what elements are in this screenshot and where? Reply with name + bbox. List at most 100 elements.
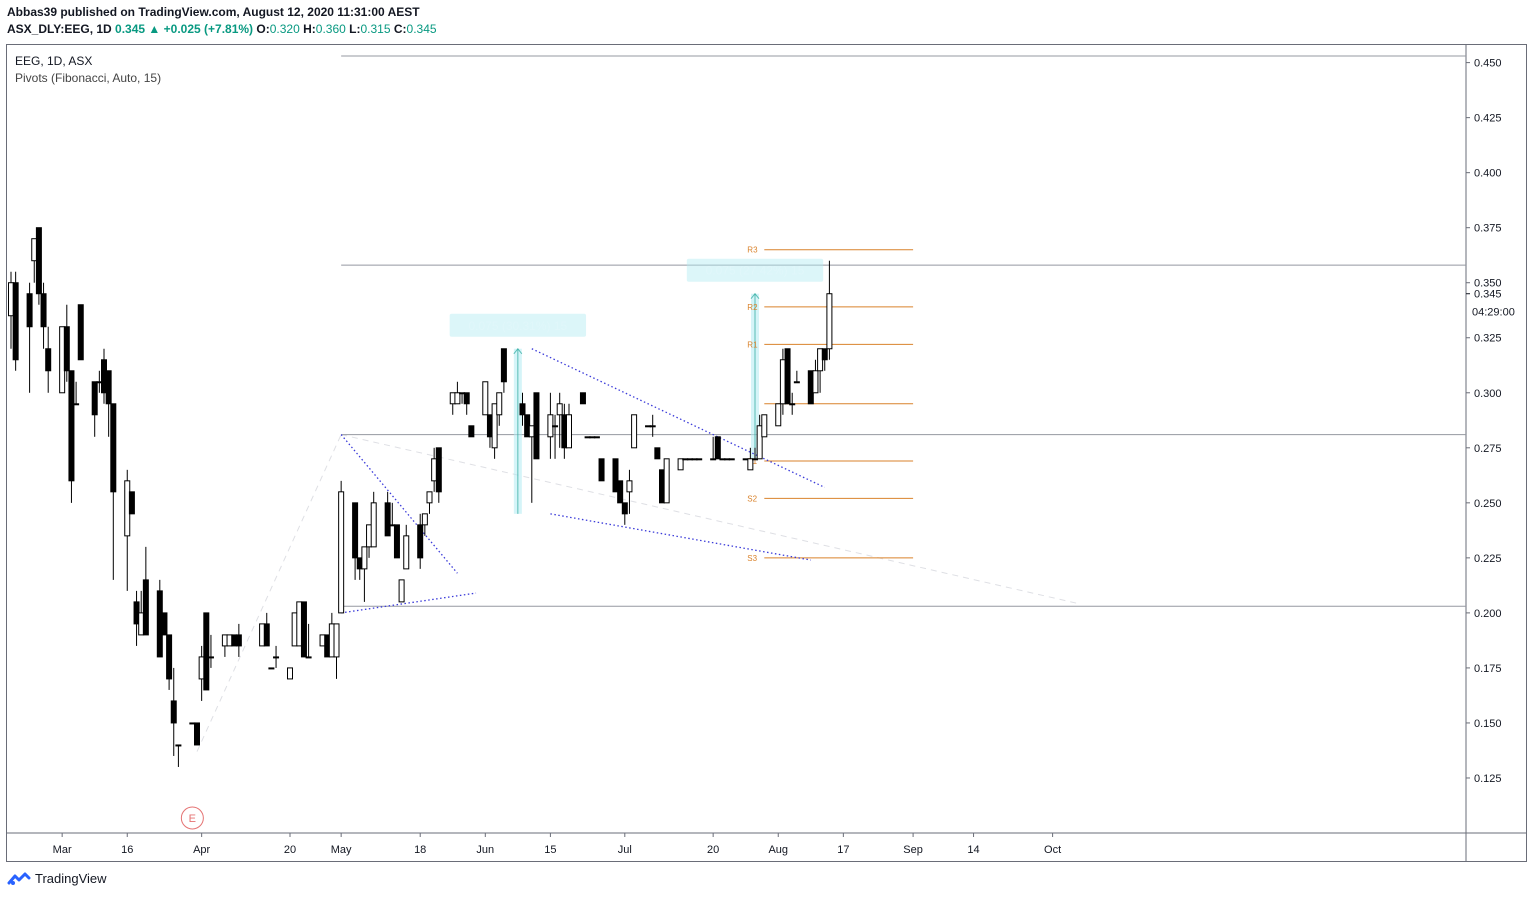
candle-down[interactable] bbox=[128, 491, 135, 515]
faint-trend-line[interactable] bbox=[341, 434, 1081, 605]
candle-down[interactable] bbox=[35, 227, 42, 295]
candle-down[interactable] bbox=[435, 447, 442, 493]
candle-down[interactable] bbox=[654, 447, 661, 460]
candle-down[interactable] bbox=[621, 502, 628, 515]
candle-down[interactable] bbox=[417, 524, 424, 559]
candle-up[interactable] bbox=[403, 535, 410, 570]
candle-up[interactable] bbox=[626, 480, 633, 493]
candle-up[interactable] bbox=[207, 656, 214, 659]
candle-down[interactable] bbox=[519, 403, 526, 416]
candle-up[interactable] bbox=[496, 392, 503, 416]
candle-down[interactable] bbox=[714, 436, 721, 460]
candle-down[interactable] bbox=[142, 579, 149, 636]
candle-up[interactable] bbox=[370, 502, 377, 548]
candle-up[interactable] bbox=[696, 458, 703, 461]
candle-up[interactable] bbox=[593, 436, 600, 439]
candle-down[interactable] bbox=[235, 634, 242, 647]
footer-brand[interactable]: TradingView bbox=[7, 871, 107, 886]
candle-up[interactable] bbox=[361, 546, 368, 570]
candle-down[interactable] bbox=[68, 370, 75, 482]
candle-up[interactable] bbox=[663, 458, 670, 504]
candle-down[interactable] bbox=[194, 722, 200, 746]
candle-down[interactable] bbox=[617, 480, 624, 504]
candle-up[interactable] bbox=[482, 381, 489, 416]
candle-down[interactable] bbox=[533, 392, 540, 460]
candle-down[interactable] bbox=[612, 458, 619, 493]
publisher-text: Abbas39 published on TradingView.com, Au… bbox=[7, 5, 420, 19]
candle-down[interactable] bbox=[166, 634, 173, 680]
candle-up[interactable] bbox=[338, 491, 345, 614]
candle-down[interactable] bbox=[500, 348, 507, 383]
candle-down[interactable] bbox=[384, 502, 391, 537]
candle-down[interactable] bbox=[579, 392, 586, 405]
trend-line[interactable] bbox=[550, 513, 811, 561]
candle-up[interactable] bbox=[677, 458, 684, 471]
candle-up[interactable] bbox=[398, 579, 405, 603]
measure-label: 0.075 (27.42%) 15 bbox=[706, 264, 805, 278]
candle-up[interactable] bbox=[426, 491, 433, 504]
candle-down[interactable] bbox=[263, 623, 270, 647]
candle-down[interactable] bbox=[77, 304, 84, 361]
x-tick-label: Sep bbox=[903, 844, 923, 856]
candle-up[interactable] bbox=[761, 414, 768, 438]
y-tick-label: 0.325 bbox=[1474, 333, 1502, 345]
candle-down[interactable] bbox=[170, 700, 177, 724]
candle-up[interactable] bbox=[454, 392, 461, 405]
candle-up[interactable] bbox=[73, 403, 80, 406]
candle-up[interactable] bbox=[273, 656, 280, 659]
candle-down[interactable] bbox=[784, 348, 791, 405]
candle-up[interactable] bbox=[268, 667, 275, 670]
candle-up[interactable] bbox=[728, 458, 735, 461]
candle-up[interactable] bbox=[789, 403, 796, 406]
candle-down[interactable] bbox=[203, 612, 210, 691]
candle-down[interactable] bbox=[105, 370, 112, 405]
measure-arrow-icon bbox=[513, 347, 523, 355]
candle-up[interactable] bbox=[566, 414, 572, 449]
up-arrow-icon: ▲ bbox=[148, 22, 161, 36]
earnings-label: E bbox=[189, 813, 196, 825]
candle-down[interactable] bbox=[598, 458, 605, 482]
candle-down[interactable] bbox=[63, 326, 70, 372]
candle-down[interactable] bbox=[26, 293, 33, 328]
candle-down[interactable] bbox=[468, 425, 475, 438]
candle-down[interactable] bbox=[300, 601, 307, 658]
candle-down[interactable] bbox=[463, 392, 470, 405]
candle-up[interactable] bbox=[793, 381, 800, 384]
candle-up[interactable] bbox=[812, 370, 819, 394]
candle-up[interactable] bbox=[305, 656, 312, 659]
x-tick-label: Mar bbox=[53, 844, 72, 856]
y-tick-label: 0.300 bbox=[1474, 388, 1502, 400]
candle-up[interactable] bbox=[826, 293, 833, 350]
candle-up[interactable] bbox=[552, 425, 559, 428]
earnings-marker-icon[interactable] bbox=[180, 806, 204, 830]
faint-trend-line[interactable] bbox=[196, 434, 342, 752]
open-label: O: bbox=[256, 22, 270, 36]
candle-up[interactable] bbox=[333, 623, 340, 658]
candle-up[interactable] bbox=[491, 403, 498, 449]
trend-line[interactable] bbox=[341, 592, 477, 614]
candle-up[interactable] bbox=[747, 458, 754, 471]
candle-up[interactable] bbox=[756, 425, 763, 460]
candle-up[interactable] bbox=[631, 414, 638, 449]
candle-down[interactable] bbox=[821, 348, 828, 361]
candle-down[interactable] bbox=[40, 293, 47, 328]
pivot-label-r3: R3 bbox=[747, 246, 758, 255]
candle-down[interactable] bbox=[161, 612, 168, 636]
candle-up[interactable] bbox=[556, 403, 563, 416]
candle-down[interactable] bbox=[91, 381, 98, 416]
candle-down[interactable] bbox=[110, 403, 117, 493]
candle-down[interactable] bbox=[12, 282, 19, 361]
open-value: 0.320 bbox=[269, 22, 300, 36]
chart-legend: EEG, 1D, ASX Pivots (Fibonacci, Auto, 15… bbox=[15, 53, 161, 87]
candle-up[interactable] bbox=[175, 744, 182, 747]
candle-up[interactable] bbox=[649, 425, 656, 428]
y-tick-label: 0.375 bbox=[1474, 223, 1502, 235]
candle-up[interactable] bbox=[421, 513, 428, 526]
candle-down[interactable] bbox=[45, 348, 52, 372]
candle-up[interactable] bbox=[287, 667, 293, 680]
legend-indicator[interactable]: Pivots (Fibonacci, Auto, 15) bbox=[15, 71, 162, 85]
candle-down[interactable] bbox=[352, 502, 359, 559]
candle-up[interactable] bbox=[775, 403, 782, 427]
candle-down[interactable] bbox=[393, 524, 400, 559]
